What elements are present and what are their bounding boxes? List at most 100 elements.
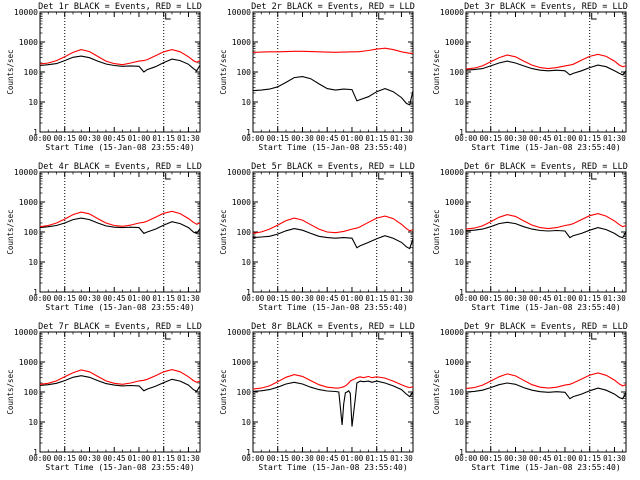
x-tick-label: 00:45 (529, 294, 552, 303)
x-tick-label: 00:45 (316, 134, 339, 143)
panel-title: Det 1r BLACK = Events, RED = LLD (38, 2, 202, 12)
x-tick-label: 00:15 (479, 134, 502, 143)
y-tick-label: 1000 (232, 358, 251, 367)
x-tick-label: 01:00 (554, 134, 577, 143)
y-tick-label: 10 (454, 418, 464, 427)
y-axis-label: Counts/sec (219, 209, 228, 254)
panel-det-3r: Det 3r BLACK = Events, RED = LLD 1 10 100 10… (432, 2, 628, 152)
x-tick-label: 01:30 (390, 454, 413, 463)
y-tick-label: 1 (459, 448, 464, 457)
x-tick-label: 00:45 (103, 454, 126, 463)
x-tick-label: 00:15 (53, 454, 76, 463)
series-line-events (465, 382, 627, 400)
series-line-lld (252, 374, 414, 390)
x-tick-label: 00:15 (266, 294, 289, 303)
plot-frame (465, 11, 627, 133)
bracket-marker (591, 173, 597, 180)
y-axis-label: Counts/sec (219, 49, 228, 94)
plot-frame (252, 331, 414, 453)
x-tick-label: 01:30 (177, 134, 200, 143)
x-tick-label: 01:15 (152, 454, 175, 463)
y-tick-label: 1000 (445, 358, 464, 367)
y-tick-label: 10000 (440, 8, 464, 17)
y-tick-label: 10000 (227, 8, 251, 17)
y-tick-label: 1 (246, 448, 251, 457)
x-axis-label: Start Time (15-Jan-08 23:55:40) (471, 143, 620, 152)
x-tick-label: 00:45 (529, 454, 552, 463)
bracket-marker (591, 13, 597, 20)
x-tick-label: 00:15 (53, 294, 76, 303)
x-tick-label: 01:15 (578, 294, 601, 303)
y-tick-label: 10000 (227, 328, 251, 337)
panel-det-7r: Det 7r BLACK = Events, RED = LLD 1 10 100 10… (6, 322, 202, 472)
y-tick-label: 10000 (440, 168, 464, 177)
x-tick-label: 00:00 (242, 294, 265, 303)
panel-title: Det 4r BLACK = Events, RED = LLD (38, 162, 202, 172)
bracket-marker (378, 173, 384, 180)
x-axis-label: Start Time (15-Jan-08 23:55:40) (45, 143, 194, 152)
y-tick-label: 100 (24, 228, 39, 237)
x-tick-label: 00:30 (291, 454, 314, 463)
y-tick-label: 1000 (19, 198, 38, 207)
panel-det-2r: Det 2r BLACK = Events, RED = LLD 1 10 100 10… (219, 2, 415, 152)
x-tick-label: 00:00 (29, 454, 52, 463)
y-tick-label: 1 (33, 128, 38, 137)
x-tick-label: 01:30 (177, 294, 200, 303)
x-tick-label: 01:30 (177, 454, 200, 463)
x-axis-label: Start Time (15-Jan-08 23:55:40) (45, 463, 194, 472)
series-line-events (252, 76, 414, 106)
panel-det-5r: Det 5r BLACK = Events, RED = LLD 1 10 100 10… (219, 162, 415, 312)
panel-det-1r: Det 1r BLACK = Events, RED = LLD 1 10 100 10… (6, 2, 202, 152)
x-tick-label: 01:00 (128, 134, 151, 143)
x-tick-label: 01:00 (554, 454, 577, 463)
panel-title: Det 2r BLACK = Events, RED = LLD (251, 2, 415, 12)
series-line-lld (465, 53, 627, 70)
x-tick-label: 01:15 (365, 294, 388, 303)
x-tick-label: 00:45 (316, 294, 339, 303)
x-tick-label: 00:30 (78, 294, 101, 303)
panel-title: Det 3r BLACK = Events, RED = LLD (464, 2, 628, 12)
y-tick-label: 10 (454, 98, 464, 107)
x-tick-label: 01:15 (578, 134, 601, 143)
x-tick-label: 01:15 (578, 454, 601, 463)
x-axis-label: Start Time (15-Jan-08 23:55:40) (471, 463, 620, 472)
x-tick-label: 00:00 (455, 294, 478, 303)
panel-title: Det 6r BLACK = Events, RED = LLD (464, 162, 628, 172)
y-tick-label: 1 (33, 288, 38, 297)
x-axis-label: Start Time (15-Jan-08 23:55:40) (258, 463, 407, 472)
x-tick-label: 00:30 (504, 454, 527, 463)
plot-frame (39, 331, 201, 453)
panel-title: Det 7r BLACK = Events, RED = LLD (38, 322, 202, 332)
y-tick-label: 100 (237, 68, 252, 77)
y-axis-label: Counts/sec (219, 369, 228, 414)
y-tick-label: 1000 (445, 38, 464, 47)
y-tick-label: 100 (237, 228, 252, 237)
x-tick-label: 01:00 (341, 134, 364, 143)
y-tick-label: 1000 (232, 38, 251, 47)
x-tick-label: 00:00 (242, 134, 265, 143)
y-tick-label: 100 (450, 228, 465, 237)
x-tick-label: 01:00 (341, 454, 364, 463)
x-tick-label: 01:00 (128, 294, 151, 303)
y-tick-label: 100 (24, 388, 39, 397)
x-tick-label: 00:15 (479, 454, 502, 463)
series-line-lld (465, 372, 627, 390)
plot-frame (465, 171, 627, 293)
y-tick-label: 10 (241, 418, 251, 427)
y-tick-label: 1 (246, 288, 251, 297)
x-tick-label: 00:15 (266, 134, 289, 143)
y-tick-label: 1000 (19, 358, 38, 367)
x-tick-label: 00:15 (266, 454, 289, 463)
panel-det-4r: Det 4r BLACK = Events, RED = LLD 1 10 100 10… (6, 162, 202, 312)
series-line-events (39, 375, 201, 393)
series-line-events (465, 60, 627, 76)
y-axis-label: Counts/sec (432, 369, 441, 414)
y-tick-label: 1000 (232, 198, 251, 207)
y-tick-label: 100 (24, 68, 39, 77)
x-tick-label: 01:00 (341, 294, 364, 303)
series-line-events (465, 221, 627, 239)
panel-det-8r: Det 8r BLACK = Events, RED = LLD 1 10 100 10… (219, 322, 415, 472)
x-tick-label: 00:30 (291, 294, 314, 303)
x-tick-label: 00:30 (78, 134, 101, 143)
